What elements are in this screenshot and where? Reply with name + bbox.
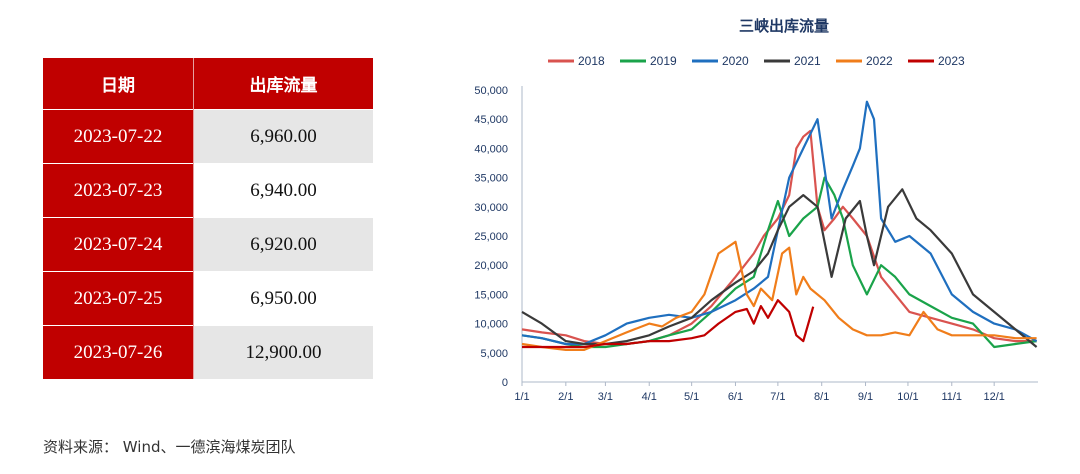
- row-value: 6,950.00: [193, 271, 373, 326]
- y-tick-label: 30,000: [474, 202, 508, 214]
- table-row: 2023-07-25 6,950.00: [43, 271, 373, 326]
- legend-label-2022: 2022: [866, 54, 893, 68]
- table-header-row: 日期 出库流量: [43, 58, 373, 110]
- legend-label-2023: 2023: [938, 54, 965, 68]
- chart-legend: 2018 2019 2020 2021 2022 2023: [548, 54, 965, 68]
- series-line-2021: [521, 188, 1038, 348]
- series-line-2022: [521, 240, 1037, 351]
- x-tick-label: 8/1: [814, 391, 829, 403]
- row-date: 2023-07-25: [43, 271, 194, 326]
- series-line-2023: [522, 299, 815, 349]
- x-tick-label: 10/1: [897, 391, 918, 403]
- table-row: 2023-07-26 12,900.00: [43, 325, 373, 379]
- table-row: 2023-07-22 6,960.00: [43, 109, 373, 164]
- row-value: 12,900.00: [193, 325, 373, 379]
- x-tick-label: 5/1: [684, 391, 699, 403]
- table-row: 2023-07-24 6,920.00: [43, 217, 373, 272]
- y-tick-label: 0: [502, 377, 508, 389]
- x-tick-label: 9/1: [858, 391, 873, 403]
- row-value: 6,960.00: [193, 109, 373, 164]
- series-line-2020: [521, 100, 1038, 346]
- y-tick-label: 5,000: [480, 348, 508, 360]
- legend-label-2018: 2018: [578, 54, 605, 68]
- y-tick-label: 25,000: [474, 231, 508, 243]
- x-tick-label: 12/1: [983, 391, 1004, 403]
- y-tick-label: 35,000: [474, 173, 508, 185]
- row-date: 2023-07-23: [43, 163, 194, 218]
- outflow-line-chart: 三峡出库流量 2018 2019 2020 2021 2022 2023 0 5,000 10…: [474, 17, 1038, 403]
- x-tick-label: 4/1: [642, 391, 657, 403]
- y-tick-label: 10,000: [474, 319, 508, 331]
- x-tick-label: 2/1: [558, 391, 573, 403]
- x-tick-label: 6/1: [728, 391, 743, 403]
- series-line-2018: [521, 129, 1037, 346]
- row-value: 6,920.00: [193, 217, 373, 272]
- legend-label-2021: 2021: [794, 54, 821, 68]
- row-date: 2023-07-22: [43, 109, 194, 164]
- y-tick-label: 20,000: [474, 260, 508, 272]
- y-tick-label: 50,000: [474, 85, 508, 97]
- y-tick-label: 45,000: [474, 114, 508, 126]
- y-tick-label: 15,000: [474, 289, 508, 301]
- row-date: 2023-07-26: [43, 325, 194, 379]
- chart-series: [521, 100, 1038, 351]
- x-tick-label: 1/1: [514, 391, 529, 403]
- legend-label-2020: 2020: [722, 54, 749, 68]
- row-date: 2023-07-24: [43, 217, 194, 272]
- x-tick-label: 3/1: [598, 391, 613, 403]
- header-date: 日期: [43, 58, 194, 110]
- header-outflow: 出库流量: [193, 58, 373, 110]
- table-row: 2023-07-23 6,940.00: [43, 163, 373, 218]
- row-value: 6,940.00: [193, 163, 373, 218]
- legend-label-2019: 2019: [650, 54, 677, 68]
- chart-title: 三峡出库流量: [739, 17, 829, 35]
- x-tick-label: 7/1: [770, 391, 785, 403]
- outflow-table: 日期 出库流量 2023-07-22 6,960.00 2023-07-23 6…: [43, 58, 373, 379]
- chart-axes: 0 5,000 10,000 15,000 20,000 25,000 30,000 35,0…: [474, 85, 1038, 403]
- y-tick-label: 40,000: [474, 143, 508, 155]
- source-note: 资料来源： Wind、一德滨海煤炭团队: [43, 438, 296, 456]
- x-tick-label: 11/1: [941, 391, 962, 403]
